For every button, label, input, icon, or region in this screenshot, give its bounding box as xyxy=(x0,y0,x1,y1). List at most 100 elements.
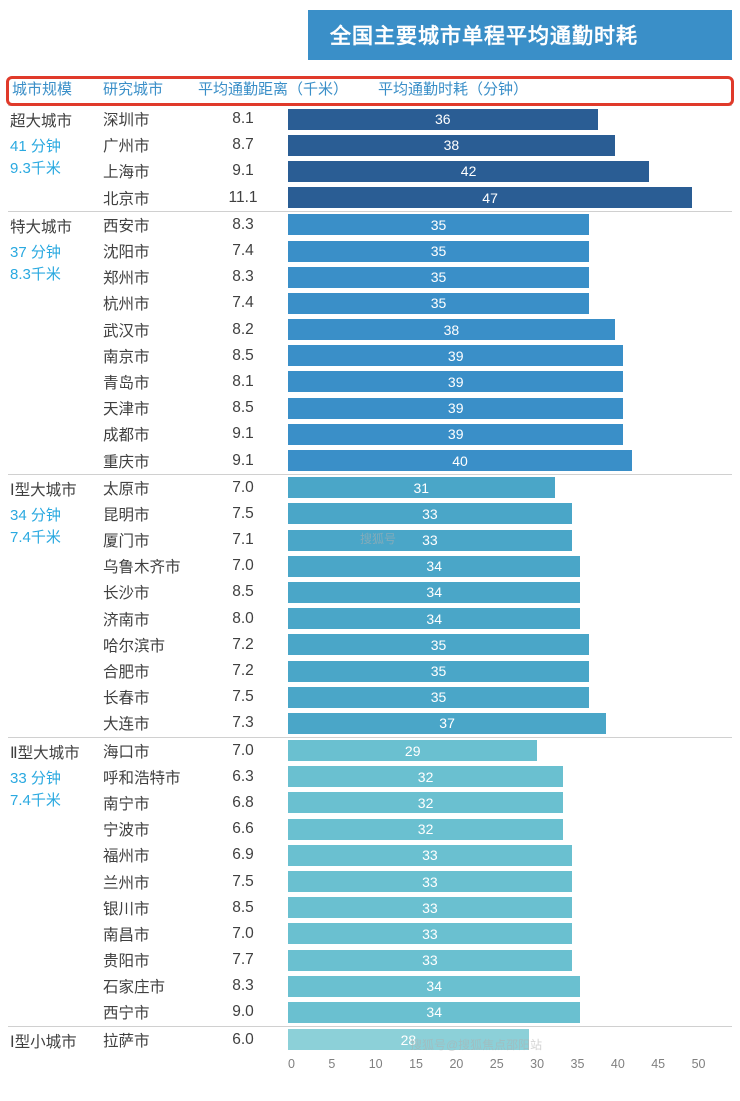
time-bar: 31 xyxy=(288,477,555,498)
time-bar: 32 xyxy=(288,766,563,787)
city-name: 哈尔滨市 xyxy=(103,634,198,656)
time-bar: 34 xyxy=(288,556,580,577)
group-avg-time: 41 分钟 xyxy=(10,136,101,158)
city-name: 宁波市 xyxy=(103,818,198,840)
group-label: Ⅰ型大城市34 分钟7.4千米 xyxy=(8,475,103,737)
distance-value: 8.1 xyxy=(198,110,288,128)
distance-value: 8.5 xyxy=(198,899,288,917)
time-bar: 35 xyxy=(288,293,589,314)
table-row: 天津市8.539 xyxy=(103,395,732,421)
group-label: Ⅱ型大城市33 分钟7.4千米 xyxy=(8,738,103,1026)
watermark: 搜狐号 xyxy=(360,530,396,547)
time-bar: 39 xyxy=(288,345,623,366)
city-name: 广州市 xyxy=(103,134,198,156)
header-city: 研究城市 xyxy=(103,78,198,99)
group-avg-dist: 7.4千米 xyxy=(10,527,101,549)
bar-area: 47 xyxy=(288,185,732,211)
time-bar: 39 xyxy=(288,424,623,445)
distance-value: 7.2 xyxy=(198,636,288,654)
axis-tick: 0 xyxy=(288,1057,328,1071)
distance-value: 7.0 xyxy=(198,479,288,497)
city-group: 特大城市37 分钟8.3千米西安市8.335沈阳市7.435郑州市8.335杭州… xyxy=(8,211,732,474)
distance-value: 7.0 xyxy=(198,925,288,943)
distance-value: 7.7 xyxy=(198,951,288,969)
bar-area: 33 xyxy=(288,842,732,868)
city-name: 郑州市 xyxy=(103,266,198,288)
table-row: 宁波市6.632 xyxy=(103,816,732,842)
table-row: 呼和浩特市6.332 xyxy=(103,764,732,790)
table-row: 郑州市8.335 xyxy=(103,264,732,290)
bar-area: 32 xyxy=(288,764,732,790)
distance-value: 6.0 xyxy=(198,1031,288,1049)
bar-area: 29 xyxy=(288,738,732,764)
distance-value: 8.2 xyxy=(198,321,288,339)
group-label: Ⅰ型小城市 xyxy=(8,1027,103,1055)
city-name: 兰州市 xyxy=(103,871,198,893)
city-name: 福州市 xyxy=(103,844,198,866)
city-name: 长沙市 xyxy=(103,581,198,603)
city-name: 太原市 xyxy=(103,477,198,499)
table-row: 南昌市7.033 xyxy=(103,921,732,947)
time-bar: 33 xyxy=(288,871,572,892)
table-row: 大连市7.337 xyxy=(103,710,732,736)
axis-tick: 10 xyxy=(369,1057,409,1071)
distance-value: 7.4 xyxy=(198,242,288,260)
table-row: 上海市9.142 xyxy=(103,158,732,184)
time-bar: 35 xyxy=(288,634,589,655)
city-name: 杭州市 xyxy=(103,292,198,314)
time-bar: 34 xyxy=(288,1002,580,1023)
axis-tick: 45 xyxy=(651,1057,691,1071)
table-row: 南宁市6.832 xyxy=(103,790,732,816)
bar-area: 36 xyxy=(288,106,732,132)
time-bar: 37 xyxy=(288,713,606,734)
distance-value: 8.0 xyxy=(198,610,288,628)
bar-area: 35 xyxy=(288,658,732,684)
time-bar: 47 xyxy=(288,187,692,208)
header-scale: 城市规模 xyxy=(8,78,103,99)
distance-value: 9.1 xyxy=(198,162,288,180)
bar-area: 33 xyxy=(288,527,732,553)
time-bar: 38 xyxy=(288,135,615,156)
axis-tick: 40 xyxy=(611,1057,651,1071)
distance-value: 9.1 xyxy=(198,425,288,443)
bar-area: 33 xyxy=(288,868,732,894)
group-name: Ⅰ型小城市 xyxy=(10,1031,101,1055)
city-name: 合肥市 xyxy=(103,660,198,682)
city-name: 深圳市 xyxy=(103,108,198,130)
table-row: 石家庄市8.334 xyxy=(103,973,732,999)
distance-value: 11.1 xyxy=(198,189,288,207)
table-row: 长沙市8.534 xyxy=(103,579,732,605)
time-bar: 33 xyxy=(288,503,572,524)
city-name: 武汉市 xyxy=(103,319,198,341)
table-row: 济南市8.034 xyxy=(103,606,732,632)
group-avg-time: 33 分钟 xyxy=(10,768,101,790)
table-row: 海口市7.029 xyxy=(103,738,732,764)
distance-value: 8.5 xyxy=(198,347,288,365)
bar-area: 39 xyxy=(288,395,732,421)
bar-area: 35 xyxy=(288,238,732,264)
table-row: 西宁市9.034 xyxy=(103,999,732,1025)
distance-value: 8.1 xyxy=(198,373,288,391)
distance-value: 7.5 xyxy=(198,688,288,706)
distance-value: 8.5 xyxy=(198,583,288,601)
city-name: 成都市 xyxy=(103,423,198,445)
group-rows: 海口市7.029呼和浩特市6.332南宁市6.832宁波市6.632福州市6.9… xyxy=(103,738,732,1026)
table-row: 青岛市8.139 xyxy=(103,369,732,395)
axis-tick: 30 xyxy=(530,1057,570,1071)
bar-area: 31 xyxy=(288,475,732,501)
distance-value: 8.3 xyxy=(198,268,288,286)
table-row: 厦门市7.133 xyxy=(103,527,732,553)
distance-value: 9.1 xyxy=(198,452,288,470)
time-bar: 35 xyxy=(288,214,589,235)
table-row: 兰州市7.533 xyxy=(103,868,732,894)
city-group: Ⅱ型大城市33 分钟7.4千米海口市7.029呼和浩特市6.332南宁市6.83… xyxy=(8,737,732,1026)
table-row: 成都市9.139 xyxy=(103,421,732,447)
distance-value: 8.3 xyxy=(198,216,288,234)
group-name: 特大城市 xyxy=(10,216,101,240)
city-name: 西宁市 xyxy=(103,1001,198,1023)
table-row: 贵阳市7.733 xyxy=(103,947,732,973)
table-row: 沈阳市7.435 xyxy=(103,238,732,264)
group-label: 超大城市41 分钟9.3千米 xyxy=(8,106,103,211)
bar-area: 38 xyxy=(288,132,732,158)
time-bar: 35 xyxy=(288,241,589,262)
